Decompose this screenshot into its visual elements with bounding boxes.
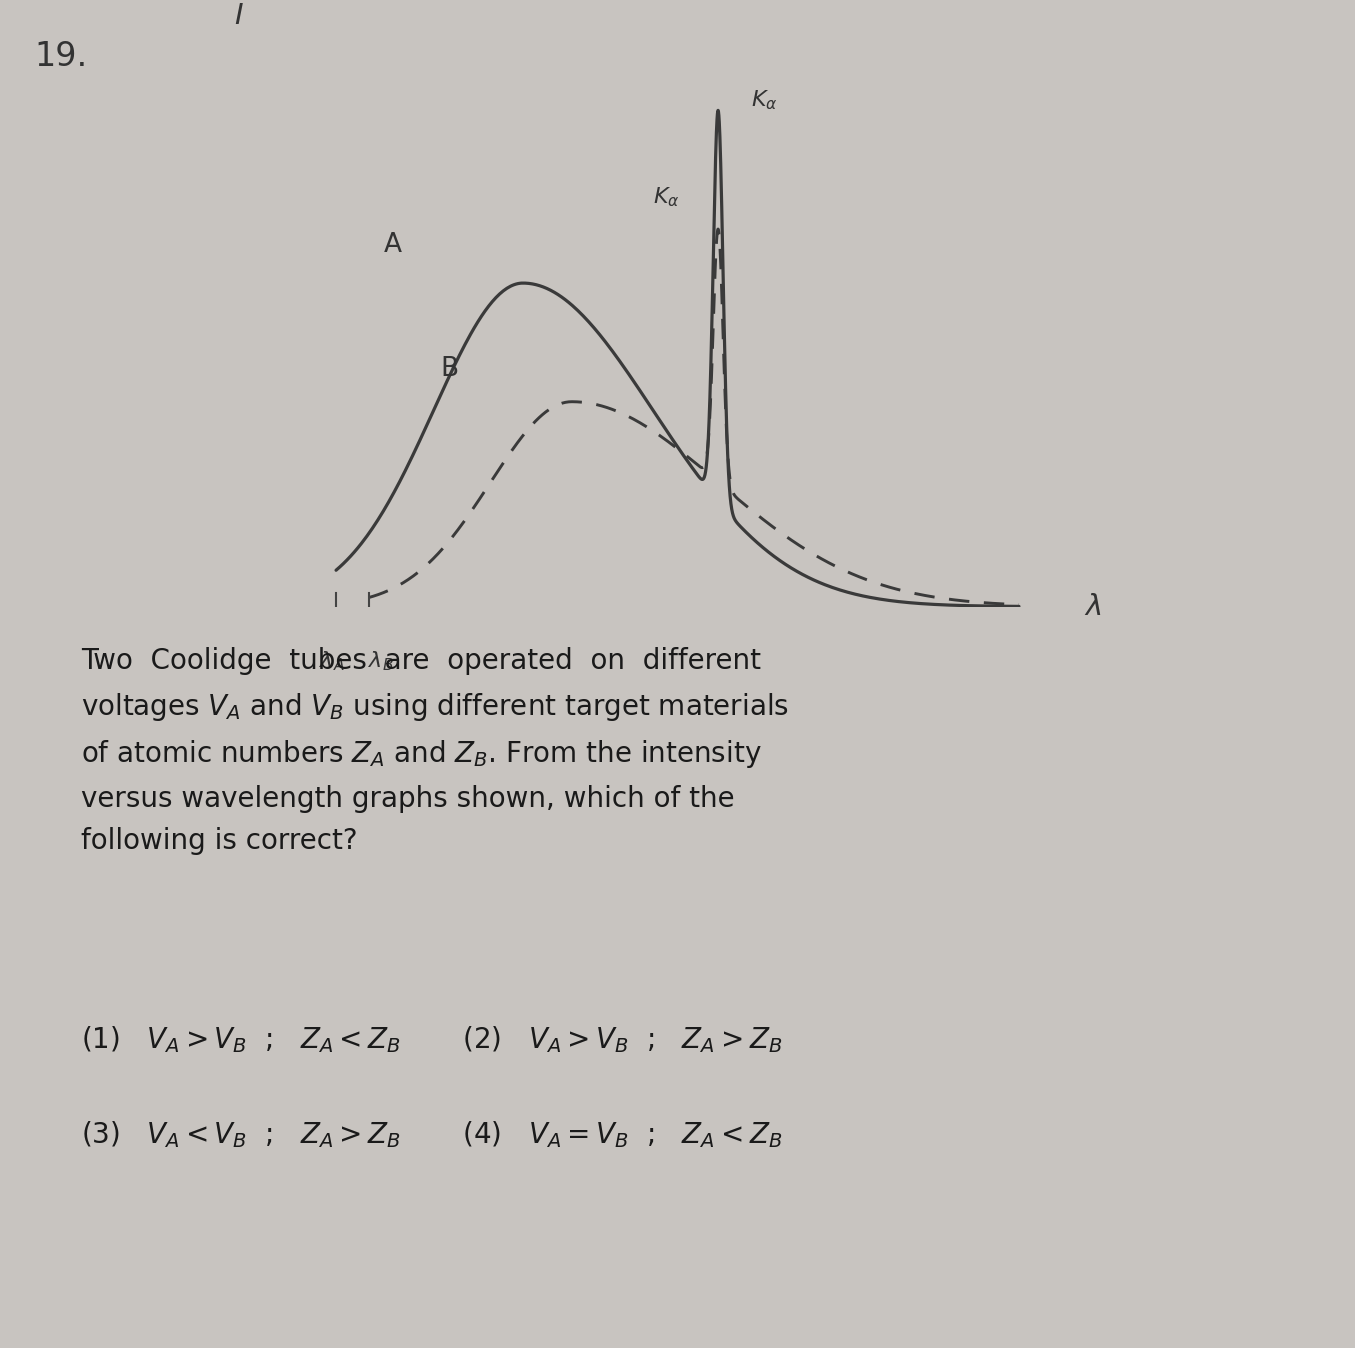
Text: $\lambda_B$: $\lambda_B$ xyxy=(367,650,394,674)
Text: (3)   $V_A < V_B$  ;   $Z_A > Z_B$       (4)   $V_A = V_B$  ;   $Z_A < Z_B$: (3) $V_A < V_B$ ; $Z_A > Z_B$ (4) $V_A =… xyxy=(81,1119,783,1150)
Text: (1)   $V_A > V_B$  ;   $Z_A < Z_B$       (2)   $V_A > V_B$  ;   $Z_A > Z_B$: (1) $V_A > V_B$ ; $Z_A < Z_B$ (2) $V_A >… xyxy=(81,1024,783,1055)
Text: $K_\alpha$: $K_\alpha$ xyxy=(751,88,778,112)
Text: $K_\alpha$: $K_\alpha$ xyxy=(653,185,680,209)
Text: $I$: $I$ xyxy=(233,1,244,30)
Text: 19.: 19. xyxy=(34,40,87,73)
Text: A: A xyxy=(383,232,402,259)
Text: Two  Coolidge  tubes  are  operated  on  different
voltages $V_A$ and $V_B$ usin: Two Coolidge tubes are operated on diffe… xyxy=(81,647,789,855)
Text: B: B xyxy=(440,356,459,383)
Text: $\lambda_A$: $\lambda_A$ xyxy=(320,650,344,674)
Text: $\lambda$: $\lambda$ xyxy=(1084,593,1102,620)
